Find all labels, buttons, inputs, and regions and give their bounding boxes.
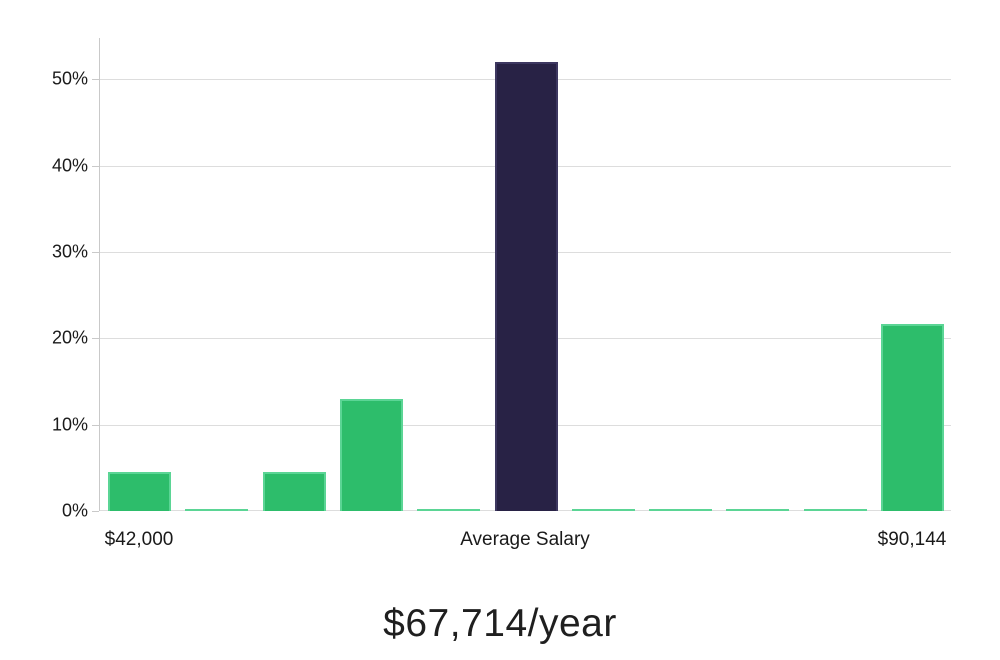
y-axis-label: 0% [61,500,88,521]
y-axis-tick [92,166,99,167]
bar [340,399,403,511]
chart-title: $67,714/year [383,602,617,645]
bar [726,509,789,511]
bar [572,509,635,511]
x-axis-label: Average Salary [460,529,590,550]
bar [649,509,712,511]
bar [804,509,867,511]
y-axis-label: 20% [51,327,88,348]
y-axis-label: 30% [51,241,88,262]
y-axis-label: 10% [51,414,88,435]
bar [263,472,326,511]
bar-average-salary [495,62,558,511]
y-axis-tick [92,79,99,80]
bar [185,509,248,511]
plot-area [99,38,951,511]
x-axis-label: $42,000 [104,529,174,550]
y-axis-tick [92,511,99,512]
y-axis-tick [92,425,99,426]
bar [881,324,944,511]
y-axis-label: 40% [51,155,88,176]
bar [108,472,171,511]
y-axis-tick [92,252,99,253]
bar [417,509,480,511]
x-axis-label: $90,144 [877,529,947,550]
y-axis-tick [92,338,99,339]
y-axis-label: 50% [51,68,88,89]
